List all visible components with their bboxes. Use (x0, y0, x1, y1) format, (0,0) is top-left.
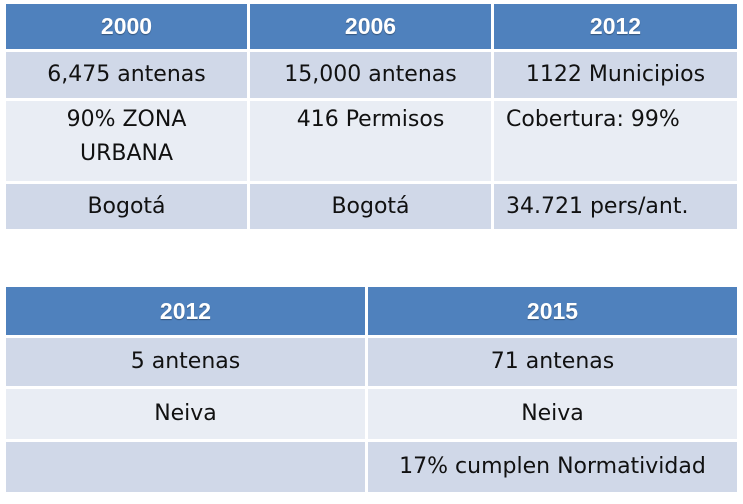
table-row: 5 antenas 71 antenas (6, 338, 737, 389)
header-cell: 2012 (494, 4, 737, 52)
table-cell: 416 Permisos (250, 101, 494, 184)
table-row: 17% cumplen Normatividad (6, 442, 737, 495)
table-cell: Bogotá (6, 184, 250, 232)
table-cell: 1122 Municipios (494, 52, 737, 101)
table-cell: Bogotá (250, 184, 494, 232)
table-cell: 5 antenas (6, 338, 368, 389)
coverage-table-2000-2012: 2000 2006 2012 6,475 antenas 15,000 ante… (6, 4, 737, 232)
table-row: Neiva Neiva (6, 389, 737, 442)
table-header-row: 2000 2006 2012 (6, 4, 737, 52)
table-header-row: 2012 2015 (6, 287, 737, 338)
table-row: 6,475 antenas 15,000 antenas 1122 Munici… (6, 52, 737, 101)
table-cell: Neiva (6, 389, 368, 442)
table-cell: Cobertura: 99% (494, 101, 737, 184)
header-cell: 2000 (6, 4, 250, 52)
header-cell: 2006 (250, 4, 494, 52)
table-cell: 6,475 antenas (6, 52, 250, 101)
header-cell: 2012 (6, 287, 368, 338)
table-cell (6, 442, 368, 495)
table-cell: 34.721 pers/ant. (494, 184, 737, 232)
table-cell: 15,000 antenas (250, 52, 494, 101)
table-cell: 90% ZONA URBANA (6, 101, 250, 184)
coverage-table-neiva-2012-2015: 2012 2015 5 antenas 71 antenas Neiva Nei… (6, 287, 737, 495)
table-row: 90% ZONA URBANA 416 Permisos Cobertura: … (6, 101, 737, 184)
table-cell: 17% cumplen Normatividad (368, 442, 737, 495)
table-row: Bogotá Bogotá 34.721 pers/ant. (6, 184, 737, 232)
header-cell: 2015 (368, 287, 737, 338)
table-cell: Neiva (368, 389, 737, 442)
table-cell: 71 antenas (368, 338, 737, 389)
